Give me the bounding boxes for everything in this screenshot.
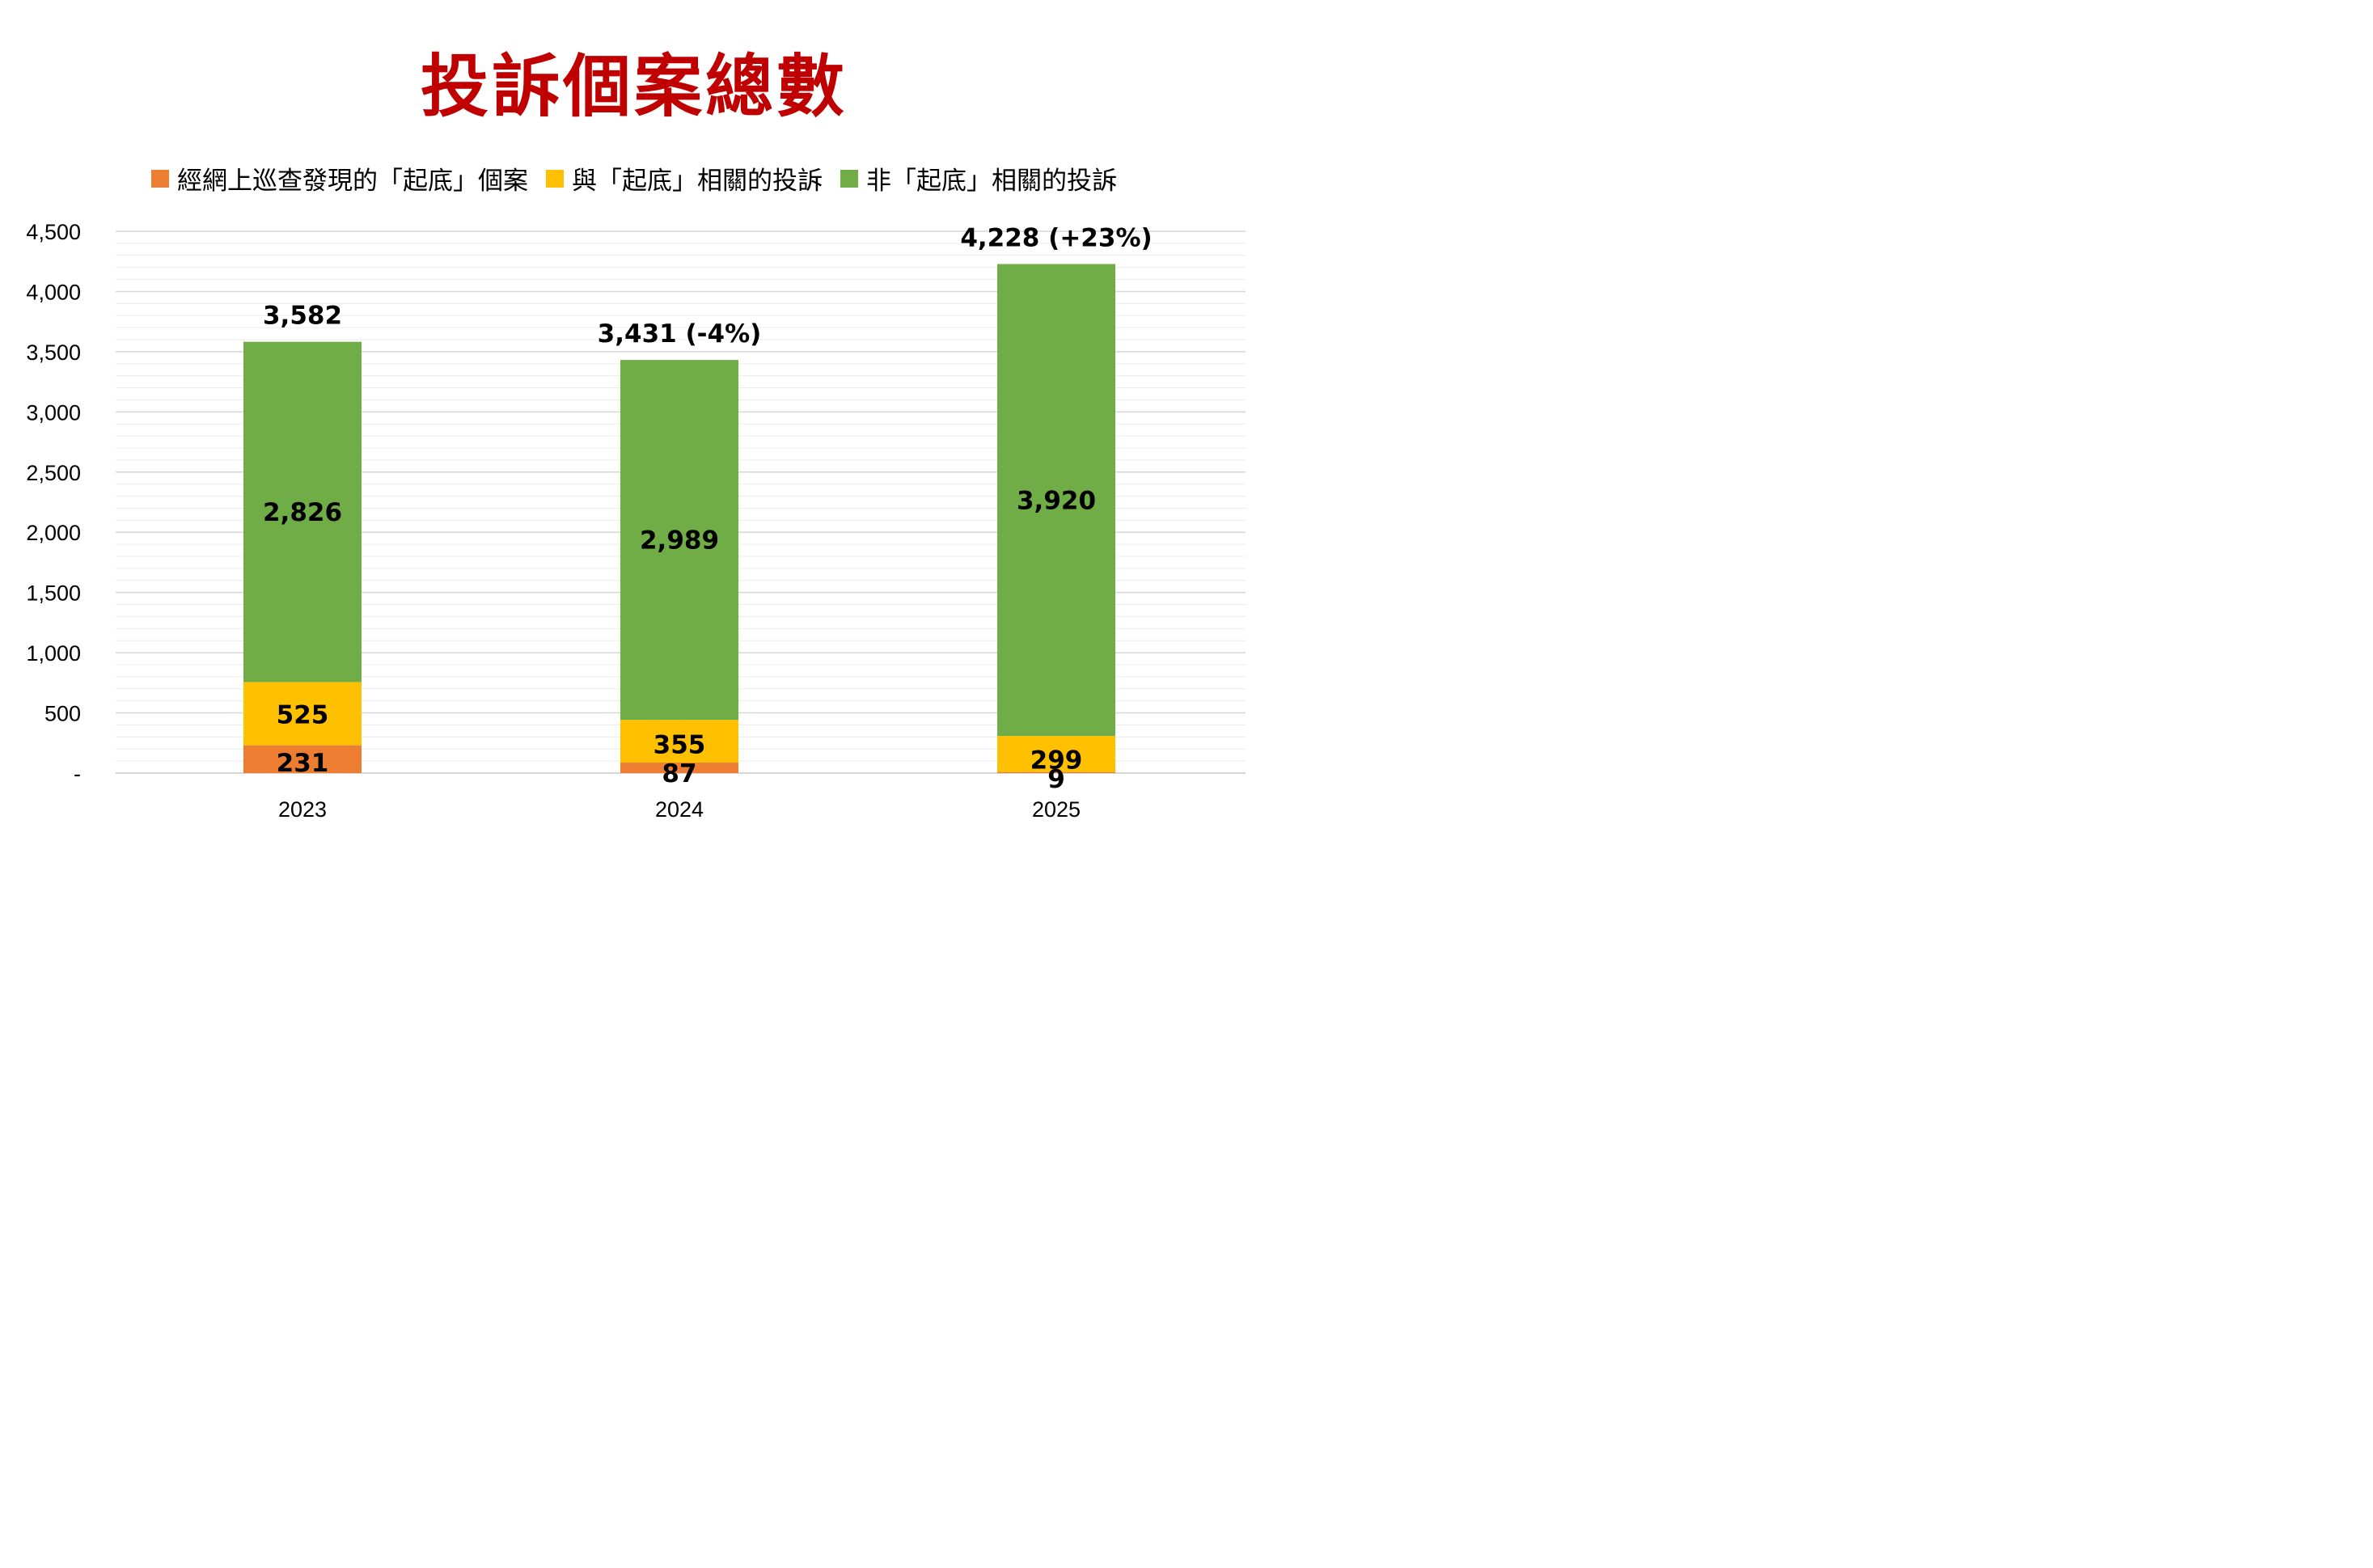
chart-plot: - 500 1,000 1,500 2,000 2,500 3,000 3,500 4,000 4… <box>26 220 1246 822</box>
data-label-series0-2023: 231 <box>277 749 329 778</box>
bar-segment-2025-1 <box>997 736 1115 772</box>
bar-segment-2023-1 <box>243 682 362 746</box>
data-label-series1-2024: 355 <box>654 731 706 760</box>
bar-segment-2024-1 <box>620 720 738 763</box>
data-label-series2-2025: 3,920 <box>1017 486 1096 515</box>
y-tick-label: 2,000 <box>26 521 81 545</box>
data-label-series0-2024: 87 <box>662 759 696 788</box>
legend-swatch-orange <box>151 169 169 188</box>
bar-segment-2025-2 <box>997 264 1115 737</box>
total-label-2025: 4,228 (+23%) <box>960 223 1152 252</box>
data-label-series0-2025: 9 <box>1047 765 1065 794</box>
data-label-series1-2023: 525 <box>277 701 329 730</box>
bar-segment-2023-2 <box>243 341 362 683</box>
legend-label-non-doxxing: 非「起底」相關的投訴 <box>866 167 1117 196</box>
data-label-series1-2025: 299 <box>1030 746 1083 775</box>
bar-segment-2024-2 <box>620 360 738 721</box>
legend-item-doxxing-related: 與「起底」相關的投訴 <box>546 160 823 197</box>
y-tick-label: 4,500 <box>26 220 81 244</box>
legend-item-non-doxxing: 非「起底」相關的投訴 <box>840 160 1117 197</box>
chart-title: 投訴個案總數 <box>420 47 848 126</box>
legend-swatch-green <box>840 169 858 188</box>
y-tick-label: 500 <box>44 702 81 726</box>
total-label-2024: 3,431 (-4%) <box>598 319 762 349</box>
data-label-series2-2023: 2,826 <box>263 498 342 527</box>
y-tick-label: 4,000 <box>26 280 81 304</box>
y-tick-label: 3,000 <box>26 400 81 425</box>
x-tick-label: 2025 <box>1032 797 1081 822</box>
y-tick-label: 1,500 <box>26 581 81 606</box>
bar-segment-2025-0 <box>997 771 1115 773</box>
bar-segment-2023-0 <box>243 745 362 773</box>
y-tick-label: 3,500 <box>26 340 81 365</box>
y-tick-label: 1,000 <box>26 641 81 666</box>
legend-label-doxxing-related: 與「起底」相關的投訴 <box>572 167 823 196</box>
total-label-2023: 3,582 <box>263 302 342 331</box>
x-tick-label: 2024 <box>655 797 704 822</box>
legend-label-online-patrol: 經網上巡查發現的「起底」個案 <box>177 167 528 196</box>
y-tick-label: 2,500 <box>26 461 81 485</box>
bar-segment-2024-0 <box>620 763 738 773</box>
x-tick-label: 2023 <box>278 797 327 822</box>
legend: 經網上巡查發現的「起底」個案 與「起底」相關的投訴 非「起底」相關的投訴 <box>0 160 1268 197</box>
legend-item-online-patrol: 經網上巡查發現的「起底」個案 <box>151 160 528 197</box>
data-label-series2-2024: 2,989 <box>640 526 719 556</box>
y-tick-label: - <box>74 762 81 786</box>
legend-swatch-yellow <box>546 169 564 188</box>
